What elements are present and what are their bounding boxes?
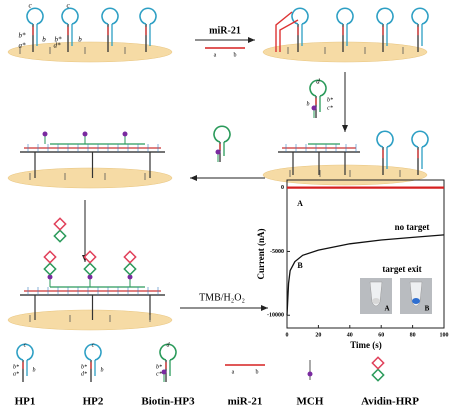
label: b bbox=[256, 369, 259, 375]
label: a bbox=[214, 52, 217, 58]
loop bbox=[213, 125, 231, 143]
label: miR-21 bbox=[209, 25, 241, 36]
label: c bbox=[92, 342, 95, 348]
biotin bbox=[161, 369, 167, 375]
label: A bbox=[297, 199, 303, 208]
loop bbox=[376, 7, 394, 25]
label: no target bbox=[395, 222, 430, 232]
plot-frame bbox=[286, 179, 445, 329]
label: c bbox=[66, 2, 70, 10]
label: 60 bbox=[378, 332, 384, 338]
label: b* bbox=[19, 32, 27, 40]
label: c* bbox=[327, 105, 333, 111]
label: b bbox=[33, 367, 36, 373]
curve bbox=[286, 234, 445, 316]
biotin bbox=[87, 274, 93, 280]
label: 0 bbox=[281, 185, 284, 191]
loop bbox=[411, 130, 429, 148]
label: B bbox=[425, 305, 430, 313]
opened-hairpin bbox=[275, 11, 299, 52]
label: b bbox=[307, 101, 310, 107]
loop bbox=[376, 130, 394, 148]
label: b bbox=[234, 52, 237, 58]
label: target exit bbox=[382, 264, 421, 274]
loop bbox=[84, 343, 102, 361]
electrode-surface bbox=[7, 41, 173, 63]
label: b* bbox=[13, 364, 19, 370]
loop bbox=[101, 7, 119, 25]
label: b bbox=[78, 36, 82, 44]
avidin bbox=[123, 262, 137, 276]
label: 40 bbox=[347, 332, 353, 338]
label: d bbox=[167, 342, 171, 348]
solution bbox=[412, 298, 420, 304]
hrp bbox=[83, 250, 97, 264]
label: MCH bbox=[297, 396, 324, 408]
label: HP1 bbox=[15, 396, 36, 408]
label: b* bbox=[327, 97, 333, 103]
label: 0 bbox=[286, 332, 289, 338]
label: B bbox=[297, 261, 303, 270]
label: b bbox=[42, 36, 46, 44]
label: HP2 bbox=[83, 396, 104, 408]
biotin bbox=[122, 131, 128, 137]
biotin bbox=[47, 274, 53, 280]
label: TMB/H₂O₂ bbox=[199, 292, 245, 303]
label: b bbox=[101, 367, 104, 373]
label: a bbox=[232, 369, 235, 375]
label: 80 bbox=[410, 332, 416, 338]
label: -5000 bbox=[270, 249, 284, 255]
label: Avidin-HRP bbox=[361, 396, 419, 408]
label: d bbox=[316, 78, 320, 86]
biotin bbox=[42, 131, 48, 137]
hrp bbox=[43, 250, 57, 264]
electrode-surface bbox=[7, 309, 173, 331]
label: d* bbox=[81, 371, 87, 377]
label: a* bbox=[19, 42, 27, 50]
label: b* bbox=[55, 36, 63, 44]
label: 20 bbox=[315, 332, 321, 338]
biotin bbox=[82, 131, 88, 137]
solution bbox=[372, 298, 380, 304]
biotin bbox=[215, 149, 221, 155]
loop bbox=[61, 7, 79, 25]
electrode-surface bbox=[7, 167, 173, 189]
label: c* bbox=[156, 371, 162, 377]
loop bbox=[16, 343, 34, 361]
avidin bbox=[371, 368, 385, 382]
hrp bbox=[123, 250, 137, 264]
label: Current (nA) bbox=[256, 228, 266, 279]
label: b* bbox=[156, 364, 162, 370]
avidin bbox=[53, 229, 67, 243]
label: d* bbox=[54, 42, 62, 50]
label: c bbox=[28, 2, 32, 10]
label: A bbox=[384, 305, 389, 313]
label: -10000 bbox=[267, 313, 284, 319]
label: Time (s) bbox=[350, 340, 382, 350]
label: miR-21 bbox=[228, 396, 263, 408]
electrode-surface bbox=[262, 41, 428, 63]
label: Biotin-HP3 bbox=[141, 396, 195, 408]
label: c bbox=[24, 342, 27, 348]
loop bbox=[159, 343, 177, 361]
label: 100 bbox=[440, 332, 449, 338]
loop bbox=[139, 7, 157, 25]
biotin bbox=[127, 274, 133, 280]
loop bbox=[336, 7, 354, 25]
loop bbox=[309, 79, 327, 97]
label: b* bbox=[81, 364, 87, 370]
label: a* bbox=[13, 371, 19, 377]
hrp bbox=[371, 356, 385, 370]
avidin bbox=[43, 262, 57, 276]
loop bbox=[26, 7, 44, 25]
mch-head bbox=[307, 371, 313, 377]
loop bbox=[291, 7, 309, 25]
biotin bbox=[311, 105, 317, 111]
loop bbox=[411, 7, 429, 25]
avidin bbox=[83, 262, 97, 276]
hrp bbox=[53, 217, 67, 231]
